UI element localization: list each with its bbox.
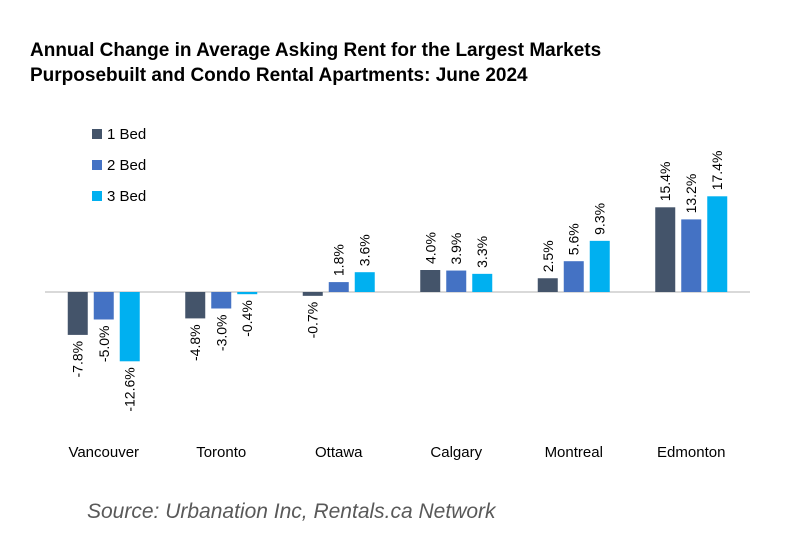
x-tick-label: Calgary	[430, 444, 482, 461]
bar	[119, 292, 140, 362]
data-label: 3.9%	[448, 233, 464, 265]
x-tick-label: Montreal	[545, 444, 603, 461]
data-label: 17.4%	[709, 151, 725, 191]
data-label: 13.2%	[683, 174, 699, 214]
bar	[328, 282, 349, 292]
legend-label: 3 Bed	[107, 188, 146, 205]
data-label: -7.8%	[70, 341, 86, 378]
legend-swatch	[92, 129, 102, 139]
bar	[563, 261, 584, 292]
data-label: 9.3%	[592, 203, 608, 235]
data-label: -12.6%	[122, 367, 138, 411]
data-label: 3.6%	[357, 234, 373, 266]
source-note: Source: Urbanation Inc, Rentals.ca Netwo…	[87, 500, 496, 523]
bar	[93, 292, 114, 320]
bar	[302, 292, 323, 296]
bar	[185, 292, 206, 319]
legend-swatch	[92, 191, 102, 201]
x-tick-label: Ottawa	[315, 444, 363, 461]
bar	[655, 207, 676, 292]
data-label: 4.0%	[422, 232, 438, 264]
chart-title: Annual Change in Average Asking Rent for…	[30, 38, 601, 88]
data-label: 5.6%	[566, 223, 582, 255]
bar	[420, 270, 441, 292]
data-label: -4.8%	[187, 324, 203, 361]
bar	[67, 292, 88, 335]
bar	[707, 196, 728, 292]
x-tick-label: Vancouver	[68, 444, 139, 461]
bar	[681, 219, 702, 292]
bar	[589, 240, 610, 292]
data-label: 3.3%	[474, 236, 490, 268]
data-label: -5.0%	[96, 326, 112, 363]
x-tick-label: Toronto	[196, 444, 246, 461]
legend-swatch	[92, 160, 102, 170]
data-label: -3.0%	[213, 315, 229, 352]
bar	[237, 292, 258, 295]
data-label: -0.4%	[239, 300, 255, 337]
bar	[537, 278, 558, 292]
bar	[472, 273, 493, 292]
bar	[446, 270, 467, 292]
chart-title-line-2: Purposebuilt and Condo Rental Apartments…	[30, 65, 528, 86]
legend-label: 1 Bed	[107, 126, 146, 143]
chart-title-line-1: Annual Change in Average Asking Rent for…	[30, 40, 602, 61]
data-label: 2.5%	[540, 240, 556, 272]
bar	[211, 292, 232, 309]
legend-label: 2 Bed	[107, 157, 146, 174]
bar	[354, 272, 375, 292]
data-label: 1.8%	[331, 244, 347, 276]
data-label: -0.7%	[305, 302, 321, 339]
data-label: 15.4%	[657, 162, 673, 202]
x-tick-label: Edmonton	[657, 444, 725, 461]
